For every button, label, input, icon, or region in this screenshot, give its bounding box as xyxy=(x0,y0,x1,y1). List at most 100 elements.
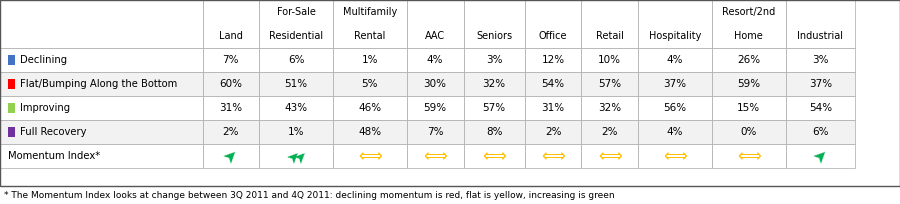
Text: 4%: 4% xyxy=(667,55,683,65)
Text: 54%: 54% xyxy=(542,79,564,89)
Bar xyxy=(638,144,712,168)
Text: Improving: Improving xyxy=(20,103,70,113)
Bar xyxy=(202,72,259,96)
Bar xyxy=(333,48,407,72)
Text: 2%: 2% xyxy=(601,127,618,137)
Bar xyxy=(202,144,259,168)
Bar xyxy=(712,144,786,168)
Bar xyxy=(712,48,786,72)
Text: 57%: 57% xyxy=(598,79,621,89)
Text: 54%: 54% xyxy=(809,103,832,113)
Text: Seniors: Seniors xyxy=(476,31,512,41)
Text: 10%: 10% xyxy=(598,55,621,65)
Bar xyxy=(638,0,712,48)
Text: 30%: 30% xyxy=(424,79,446,89)
Bar xyxy=(0,96,202,120)
Bar xyxy=(202,48,259,72)
Bar xyxy=(259,96,333,120)
Bar xyxy=(638,120,712,144)
Bar xyxy=(202,0,259,48)
Text: 37%: 37% xyxy=(663,79,687,89)
Text: Office: Office xyxy=(539,31,567,41)
Text: Flat/Bumping Along the Bottom: Flat/Bumping Along the Bottom xyxy=(20,79,177,89)
Text: 0%: 0% xyxy=(741,127,757,137)
Bar xyxy=(464,120,525,144)
Text: 43%: 43% xyxy=(284,103,308,113)
Bar xyxy=(464,144,525,168)
Bar xyxy=(0,120,202,144)
Bar xyxy=(638,48,712,72)
Text: 37%: 37% xyxy=(809,79,832,89)
Bar xyxy=(712,0,786,48)
Bar xyxy=(259,48,333,72)
Bar xyxy=(407,48,464,72)
Text: Residential: Residential xyxy=(269,31,323,41)
Text: 2%: 2% xyxy=(222,127,239,137)
Text: 1%: 1% xyxy=(362,55,378,65)
Text: 12%: 12% xyxy=(542,55,564,65)
Text: 59%: 59% xyxy=(737,79,760,89)
Bar xyxy=(581,96,638,120)
Text: 57%: 57% xyxy=(482,103,506,113)
Text: 48%: 48% xyxy=(358,127,382,137)
Text: 2%: 2% xyxy=(544,127,562,137)
Bar xyxy=(259,120,333,144)
Bar xyxy=(0,72,202,96)
Bar xyxy=(259,72,333,96)
Bar xyxy=(259,144,333,168)
Bar xyxy=(333,96,407,120)
Bar xyxy=(638,72,712,96)
Text: ⟺: ⟺ xyxy=(541,147,565,165)
Bar xyxy=(0,48,202,72)
Text: Land: Land xyxy=(219,31,243,41)
Text: ⟺: ⟺ xyxy=(598,147,622,165)
Text: * The Momentum Index looks at change between 3Q 2011 and 4Q 2011: declining mome: * The Momentum Index looks at change bet… xyxy=(4,191,615,200)
Text: 3%: 3% xyxy=(812,55,829,65)
Bar xyxy=(712,72,786,96)
Text: 1%: 1% xyxy=(288,127,304,137)
Text: AAC: AAC xyxy=(425,31,446,41)
Bar xyxy=(259,0,333,48)
Bar xyxy=(202,120,259,144)
Bar xyxy=(464,48,525,72)
Text: Retail: Retail xyxy=(596,31,624,41)
Text: Industrial: Industrial xyxy=(797,31,843,41)
Text: 15%: 15% xyxy=(737,103,760,113)
Text: 4%: 4% xyxy=(427,55,444,65)
Text: 31%: 31% xyxy=(542,103,564,113)
Text: 32%: 32% xyxy=(482,79,506,89)
Text: 51%: 51% xyxy=(284,79,308,89)
Text: 7%: 7% xyxy=(427,127,444,137)
Bar xyxy=(581,72,638,96)
Text: ⟺: ⟺ xyxy=(423,147,447,165)
Text: ➤: ➤ xyxy=(220,145,242,167)
Text: 4%: 4% xyxy=(667,127,683,137)
Bar xyxy=(712,120,786,144)
Text: 5%: 5% xyxy=(362,79,378,89)
Bar xyxy=(786,72,855,96)
Bar xyxy=(581,120,638,144)
Bar xyxy=(525,0,581,48)
Bar xyxy=(8,103,14,113)
Bar xyxy=(333,144,407,168)
Text: ➤: ➤ xyxy=(809,145,832,167)
Bar xyxy=(581,144,638,168)
Text: 26%: 26% xyxy=(737,55,760,65)
Bar xyxy=(786,96,855,120)
Bar xyxy=(581,48,638,72)
Text: 3%: 3% xyxy=(486,55,502,65)
Bar xyxy=(525,48,581,72)
Text: Declining: Declining xyxy=(20,55,67,65)
Text: Full Recovery: Full Recovery xyxy=(20,127,86,137)
Bar xyxy=(786,144,855,168)
Bar xyxy=(581,0,638,48)
Text: ⟺: ⟺ xyxy=(663,147,687,165)
Bar xyxy=(0,0,202,48)
Bar xyxy=(712,96,786,120)
Bar xyxy=(786,120,855,144)
Text: ⟺: ⟺ xyxy=(358,147,382,165)
Text: Resort/2nd: Resort/2nd xyxy=(722,7,776,17)
Text: 8%: 8% xyxy=(486,127,502,137)
Text: Hospitality: Hospitality xyxy=(649,31,701,41)
Bar xyxy=(333,120,407,144)
